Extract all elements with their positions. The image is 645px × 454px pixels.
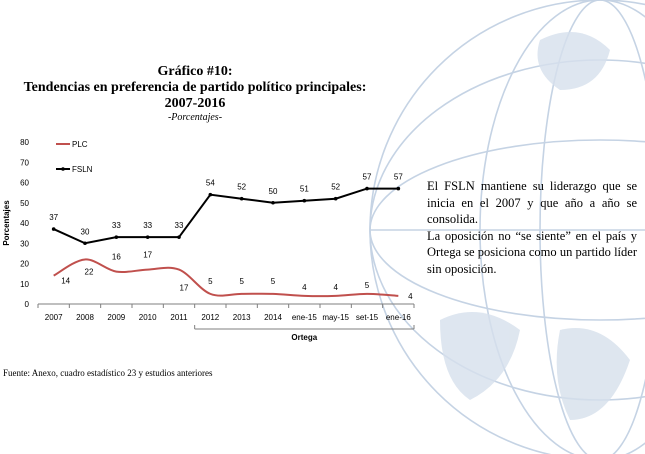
chart-title-line1: Gráfico #10: <box>157 64 233 79</box>
y-tick-label: 40 <box>20 219 29 228</box>
plc-data-label: 17 <box>180 284 189 293</box>
fsln-point <box>208 192 213 197</box>
chart-title-line2: Tendencias en preferencia de partido pol… <box>23 80 367 95</box>
y-tick-label: 20 <box>20 260 29 269</box>
y-axis-label: Porcentajes <box>2 200 11 246</box>
plc-data-label: 5 <box>365 281 370 290</box>
fsln-point <box>83 241 87 246</box>
legend-label-plc: PLC <box>72 140 88 149</box>
chart-subtitle: -Porcentajes- <box>167 112 223 123</box>
fsln-point <box>302 198 307 203</box>
fsln-point <box>145 235 150 239</box>
fsln-point <box>365 186 369 191</box>
fsln-data-label: 52 <box>237 183 246 192</box>
fsln-point <box>396 186 401 191</box>
fsln-data-label: 57 <box>363 173 372 182</box>
plc-data-label: 5 <box>271 277 276 286</box>
y-tick-label: 80 <box>20 138 29 147</box>
x-tick-label: 2012 <box>201 313 219 322</box>
fsln-data-label: 33 <box>112 221 121 230</box>
fsln-data-label: 54 <box>206 179 215 188</box>
y-tick-label: 30 <box>20 239 29 248</box>
x-tick-label: 2009 <box>107 313 125 322</box>
commentary-para1: El FSLN mantiene su liderazgo que se ini… <box>427 179 637 226</box>
fsln-data-label: 50 <box>269 187 278 196</box>
x-tick-label: ene-15 <box>292 313 317 322</box>
plc-data-label: 4 <box>333 283 338 292</box>
fsln-data-label: 37 <box>49 213 58 222</box>
plc-data-label: 17 <box>143 251 152 260</box>
fsln-data-label: 52 <box>331 183 340 192</box>
chart-title-block: Gráfico #10: Tendencias en preferencia d… <box>0 64 390 124</box>
fsln-data-label: 30 <box>81 227 90 236</box>
x-tick-label: may-15 <box>322 313 349 322</box>
x-tick-label: 2011 <box>170 313 188 322</box>
fsln-data-label: 51 <box>300 185 309 194</box>
fsln-data-label: 33 <box>175 221 184 230</box>
fsln-data-label: 33 <box>143 221 152 230</box>
source-note: Fuente: Anexo, cuadro estadístico 23 y e… <box>3 368 213 378</box>
x-tick-label: 2008 <box>76 313 94 322</box>
legend-label-fsln: FSLN <box>72 165 93 174</box>
plc-data-label: 5 <box>239 277 244 286</box>
fsln-point <box>271 200 275 205</box>
x-group-label: Ortega <box>291 333 317 342</box>
line-chart: 0 10 20 30 40 50 60 70 80 2007 2008 2009 2010 2011 201… <box>2 138 415 342</box>
x-tick-label: 2014 <box>264 313 282 322</box>
fsln-point <box>239 196 244 201</box>
y-tick-label: 60 <box>20 179 29 188</box>
fsln-point <box>51 227 56 231</box>
fsln-point <box>333 196 338 201</box>
x-tick-label: ene-16 <box>386 313 411 322</box>
y-tick-label: 70 <box>20 158 29 167</box>
plc-data-label: 16 <box>112 253 121 262</box>
commentary: El FSLN mantiene su liderazgo que se ini… <box>427 178 637 277</box>
y-tick-label: 10 <box>20 280 29 289</box>
series-line-plc <box>53 258 399 298</box>
series-line-fsln <box>53 187 399 245</box>
fsln-point <box>177 235 181 239</box>
plc-data-label: 5 <box>208 277 213 286</box>
plc-data-label: 4 <box>302 283 307 292</box>
fsln-data-label: 57 <box>394 173 403 182</box>
x-tick-label: set-15 <box>356 313 379 322</box>
commentary-para2: La oposición no “se siente” en el país y… <box>427 228 637 276</box>
plc-data-label: 4 <box>408 292 413 301</box>
plc-data-label: 22 <box>85 267 94 276</box>
x-tick-label: 2007 <box>45 313 63 322</box>
chart-title-line3: 2007-2016 <box>164 96 226 111</box>
plc-data-label: 14 <box>61 277 70 286</box>
x-tick-label: 2013 <box>233 313 251 322</box>
y-tick-label: 50 <box>20 199 29 208</box>
y-tick-label: 0 <box>25 300 30 309</box>
fsln-point <box>114 235 119 239</box>
legend-marker-fsln <box>61 167 65 171</box>
x-tick-label: 2010 <box>139 313 157 322</box>
